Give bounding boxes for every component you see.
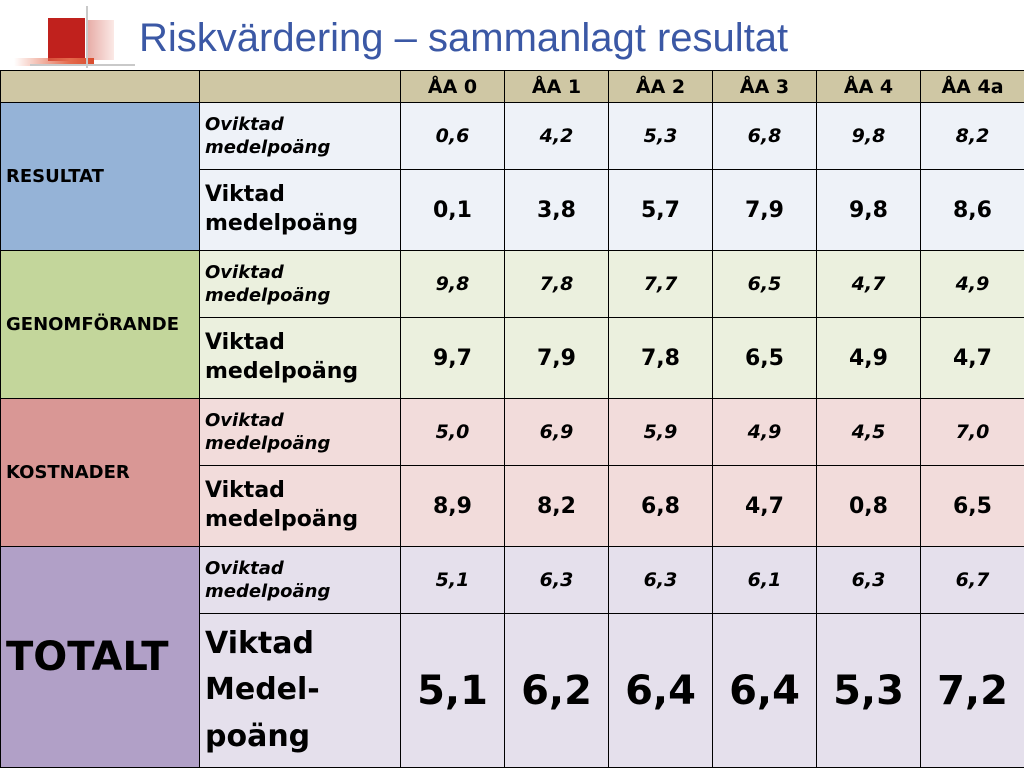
value-cell: 4,7 [712,465,817,547]
value-cell: 6,8 [608,465,713,547]
value-cell: 4,2 [504,102,609,170]
risk-table: ÅA 0 ÅA 1 ÅA 2 ÅA 3 ÅA 4 ÅA 4a RESULTAT … [0,70,1024,768]
logo-square-light [86,20,114,60]
value-cell: 5,3 [608,102,713,170]
header-empty-cell [199,70,401,103]
logo-square-dark [48,18,85,61]
value-cell: 5,9 [608,398,713,466]
category-resultat: RESULTAT [0,102,200,251]
header-empty-cell [0,70,200,103]
row-label-weighted: Viktad medelpoäng [199,169,401,251]
logo-strip [14,58,94,66]
value-cell: 6,7 [920,546,1024,614]
value-cell: 5,3 [816,613,921,768]
value-cell: 6,4 [712,613,817,768]
table-row: TOTALT Oviktad medelpoäng 5,1 6,3 6,3 6,… [0,546,1024,768]
value-cell: 7,2 [920,613,1024,768]
value-cell: 6,5 [712,317,817,399]
value-cell: 5,1 [400,546,505,614]
column-header: ÅA 4 [816,70,921,103]
row-label-weighted: Viktad medelpoäng [199,317,401,399]
value-cell: 6,3 [504,546,609,614]
row-label-weighted: Viktad Medel-poäng [199,613,401,768]
value-cell: 9,8 [400,250,505,318]
value-cell: 0,6 [400,102,505,170]
row-label-unweighted: Oviktad medelpoäng [199,250,401,318]
value-cell: 8,9 [400,465,505,547]
value-cell: 6,4 [608,613,713,768]
value-cell: 4,5 [816,398,921,466]
value-cell: 0,8 [816,465,921,547]
value-cell: 6,5 [920,465,1024,547]
value-cell: 4,9 [920,250,1024,318]
value-cell: 4,7 [920,317,1024,399]
value-cell: 6,5 [712,250,817,318]
value-cell: 3,8 [504,169,609,251]
value-cell: 8,6 [920,169,1024,251]
column-header: ÅA 4a [920,70,1024,103]
logo-vertical-line [86,6,88,68]
value-cell: 5,1 [400,613,505,768]
value-cell: 4,9 [712,398,817,466]
value-cell: 4,7 [816,250,921,318]
value-cell: 6,3 [608,546,713,614]
column-header: ÅA 3 [712,70,817,103]
row-label-unweighted: Oviktad medelpoäng [199,102,401,170]
value-cell: 4,9 [816,317,921,399]
column-header: ÅA 2 [608,70,713,103]
value-cell: 8,2 [504,465,609,547]
value-cell: 7,9 [712,169,817,251]
value-cell: 6,8 [712,102,817,170]
value-cell: 7,8 [608,317,713,399]
value-cell: 7,9 [504,317,609,399]
value-cell: 9,8 [816,102,921,170]
value-cell: 6,3 [816,546,921,614]
value-cell: 5,0 [400,398,505,466]
category-genomforande: GENOMFÖRANDE [0,250,200,399]
table-row: GENOMFÖRANDE Oviktad medelpoäng 9,8 7,8 … [0,250,1024,399]
category-totalt: TOTALT [0,546,200,768]
value-cell: 5,7 [608,169,713,251]
value-cell: 7,8 [504,250,609,318]
column-header: ÅA 1 [504,70,609,103]
value-cell: 8,2 [920,102,1024,170]
table-row: KOSTNADER Oviktad medelpoäng 5,0 6,9 5,9… [0,398,1024,547]
page-title: Riskvärdering – sammanlagt resultat [139,16,789,60]
table-row: RESULTAT Oviktad medelpoäng 0,6 4,2 5,3 … [0,102,1024,251]
value-cell: 9,8 [816,169,921,251]
value-cell: 7,7 [608,250,713,318]
value-cell: 0,1 [400,169,505,251]
value-cell: 6,9 [504,398,609,466]
logo [0,0,135,70]
value-cell: 9,7 [400,317,505,399]
value-cell: 7,0 [920,398,1024,466]
logo-horizontal-line [30,64,135,66]
value-cell: 6,1 [712,546,817,614]
value-cell: 6,2 [504,613,609,768]
category-kostnader: KOSTNADER [0,398,200,547]
header-row: ÅA 0 ÅA 1 ÅA 2 ÅA 3 ÅA 4 ÅA 4a [0,70,1024,103]
column-header: ÅA 0 [400,70,505,103]
row-label-unweighted: Oviktad medelpoäng [199,398,401,466]
row-label-weighted: Viktad medelpoäng [199,465,401,547]
row-label-unweighted: Oviktad medelpoäng [199,546,401,614]
